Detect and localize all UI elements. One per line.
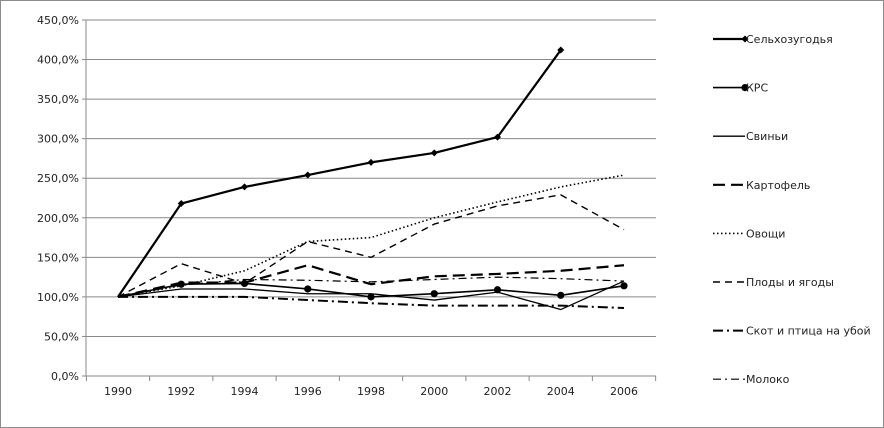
series-Овощи xyxy=(117,174,625,298)
data-point xyxy=(494,133,501,141)
y-tick-label: 450,0% xyxy=(37,14,79,27)
series-line xyxy=(117,49,562,298)
legend-label: Свиньи xyxy=(746,130,788,143)
data-point xyxy=(367,293,375,301)
series-line xyxy=(117,280,625,311)
series-Скот и птица на убой xyxy=(118,295,625,309)
legend-label: Плоды и ягоды xyxy=(746,276,834,289)
x-tick-label: 1998 xyxy=(357,385,385,398)
data-point xyxy=(430,290,438,298)
x-axis-ticks: 1990 1992 1994 1996 1998 2000 2002 2004 2006 xyxy=(85,376,657,398)
x-tick-label: 1992 xyxy=(167,385,195,398)
series-line xyxy=(117,276,625,298)
legend-item: КРС xyxy=(713,82,768,95)
data-point xyxy=(557,46,565,54)
legend-label: Молоко xyxy=(746,373,790,386)
legend-item: Картофель xyxy=(713,179,810,192)
legend-item: Молоко xyxy=(713,373,790,386)
x-tick-label: 1994 xyxy=(231,385,259,398)
y-tick-label: 200,0% xyxy=(37,212,79,225)
data-point xyxy=(241,183,248,191)
x-tick-label: 1996 xyxy=(294,385,322,398)
x-tick-label: 2002 xyxy=(484,385,512,398)
y-tick-label: 350,0% xyxy=(37,93,79,106)
data-point xyxy=(557,291,565,299)
data-point xyxy=(430,149,438,157)
legend-label: КРС xyxy=(746,82,768,95)
legend-item: Скот и птица на убой xyxy=(713,325,871,338)
y-tick-label: 150,0% xyxy=(37,251,79,264)
x-tick-label: 2004 xyxy=(547,385,575,398)
y-axis-ticks: 0,0% 50,0% 100,0% 150,0% 200,0% 250,0% 300,0% 3… xyxy=(37,14,86,383)
data-point xyxy=(493,286,502,294)
data-point xyxy=(741,35,749,43)
legend-item: Свиньи xyxy=(713,130,788,143)
series-lines xyxy=(117,46,628,311)
data-point xyxy=(367,158,375,166)
series-Молоко xyxy=(117,276,625,298)
series-line xyxy=(117,174,625,298)
series-line xyxy=(118,295,625,309)
legend-item: Овощи xyxy=(713,227,785,240)
data-point xyxy=(741,84,749,92)
series-Картофель xyxy=(117,264,625,298)
x-tick-label: 1990 xyxy=(104,385,132,398)
data-point xyxy=(304,285,312,293)
series-Плоды и ягоды xyxy=(117,194,625,298)
legend-label: Скот и птица на убой xyxy=(746,325,871,338)
series-Сельхозугодья xyxy=(117,46,565,298)
data-point xyxy=(304,171,312,179)
x-tick-label: 2006 xyxy=(610,385,638,398)
legend-item: Плоды и ягоды xyxy=(713,276,834,289)
data-point xyxy=(620,282,628,290)
gridlines xyxy=(86,19,656,337)
legend-label: Овощи xyxy=(746,227,785,240)
x-tick-label: 2000 xyxy=(420,385,448,398)
legend-label: Картофель xyxy=(746,179,810,192)
series-line xyxy=(117,264,625,298)
legend-item: Сельхозугодья xyxy=(713,33,833,46)
legend: Сельхозугодья КРС Свиньи Картофель Овощи Плод… xyxy=(713,33,871,386)
y-tick-label: 250,0% xyxy=(37,172,79,185)
y-tick-label: 400,0% xyxy=(37,54,79,67)
data-point xyxy=(177,200,185,208)
y-tick-label: 300,0% xyxy=(37,133,79,146)
y-tick-label: 100,0% xyxy=(37,291,79,304)
series-line xyxy=(117,194,625,298)
y-tick-label: 0,0% xyxy=(51,370,79,383)
series-Свиньи xyxy=(117,280,625,311)
y-tick-label: 50,0% xyxy=(44,330,79,343)
legend-label: Сельхозугодья xyxy=(746,33,833,46)
axes xyxy=(85,20,656,377)
